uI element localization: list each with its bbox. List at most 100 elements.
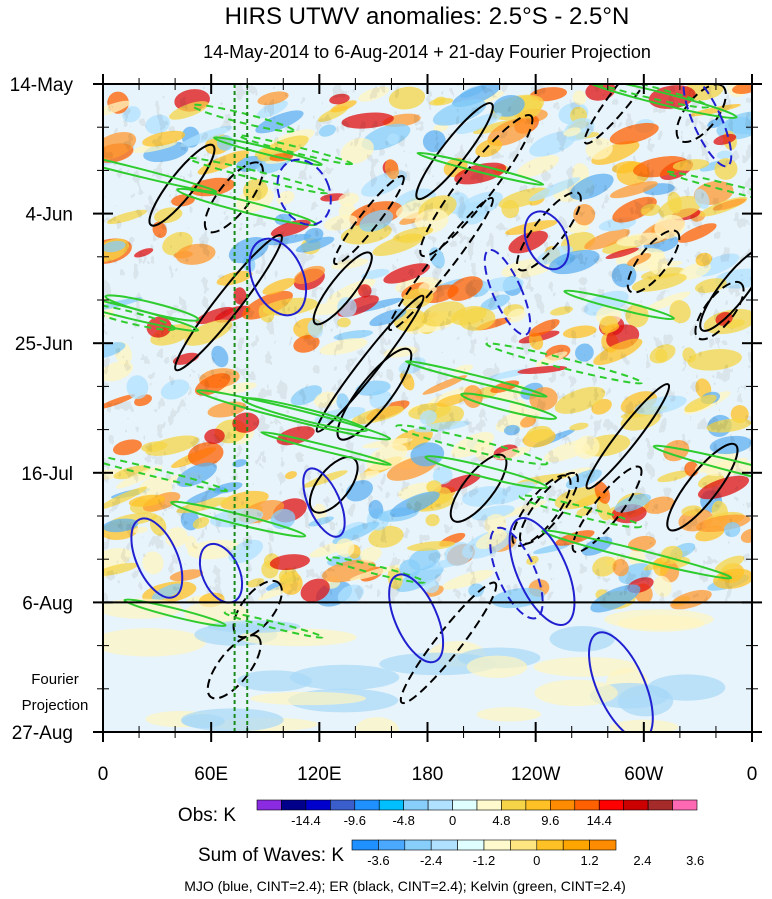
mjo-contour: [508, 516, 576, 627]
colorbar-swatch: [404, 839, 432, 851]
colorbar-swatch: [562, 839, 590, 851]
er-wave-contour: [419, 114, 534, 258]
kelvin-wave-contour: [424, 455, 548, 490]
mjo-contour: [682, 84, 733, 168]
wave-contours: [103, 84, 752, 732]
y-tick-label: 25-Jun: [15, 334, 73, 355]
colorbar-swatch: [483, 839, 511, 851]
colorbar-tick-label: -14.4: [291, 813, 321, 828]
colorbar-swatch: [457, 839, 485, 851]
projection-patch: [617, 685, 674, 717]
anomaly-texture: [103, 84, 752, 604]
mjo-contour: [302, 467, 346, 538]
colorbar-swatch: [351, 839, 379, 851]
colorbar-swatch: [354, 799, 380, 811]
obs-colorbar-label: Obs: K: [178, 805, 236, 826]
y-tick-label: 4-Jun: [25, 205, 73, 226]
kelvin-wave-contour: [541, 529, 733, 580]
er-wave-contour: [626, 229, 681, 294]
y-tick-label: 14-May: [10, 75, 74, 96]
kelvin-wave-contour: [563, 289, 675, 321]
er-wave-contour: [694, 280, 745, 341]
projection-patch: [617, 615, 705, 632]
projection-patch: [207, 620, 301, 633]
y-tick-label: 27-Aug: [12, 723, 73, 744]
er-wave-contour: [387, 196, 494, 331]
kelvin-wave-contour: [196, 389, 392, 441]
colorbar-swatch: [589, 839, 617, 851]
er-wave-contour: [336, 347, 413, 441]
er-wave-contour: [518, 471, 579, 545]
projection-patch: [355, 717, 399, 732]
kelvin-wave-contour: [485, 342, 644, 385]
kelvin-wave-contour: [395, 424, 549, 466]
projection-patch: [250, 691, 367, 706]
chart-title: HIRS UTWV anomalies: 2.5°S - 2.5°N: [225, 3, 630, 30]
kelvin-wave-contour: [241, 397, 369, 433]
projection-patch: [237, 670, 312, 692]
er-wave-contour: [666, 442, 739, 532]
mjo-contour: [248, 237, 308, 317]
x-axis: 0 60E 120E 180 120W 60W 0: [98, 74, 758, 785]
colorbar-swatch: [281, 799, 307, 811]
mjo-contour: [489, 526, 544, 620]
colorbar-swatch: [427, 799, 453, 811]
kelvin-wave-contour: [103, 288, 200, 332]
er-wave-contour: [449, 453, 508, 523]
colorbar-tick-label: 3.6: [686, 853, 704, 868]
projection-patch: [533, 657, 640, 677]
colorbar-swatch: [476, 799, 502, 811]
colorbar-tick-label: 14.4: [587, 813, 612, 828]
colorbar-swatch: [378, 799, 404, 811]
mjo-contour: [276, 158, 332, 226]
mjo-contour: [130, 517, 184, 599]
colorbar-swatch: [623, 799, 649, 811]
y-tick-label: 6-Aug: [22, 593, 73, 614]
x-tick-label: 0: [98, 764, 109, 785]
er-wave-contour: [206, 634, 262, 700]
projection-label-line-1: Fourier: [31, 671, 79, 688]
colorbar-swatch: [536, 839, 564, 851]
colorbar-swatch: [598, 799, 624, 811]
er-wave-contour: [675, 84, 727, 144]
colorbar-tick-label: -3.6: [367, 853, 389, 868]
kelvin-wave-contour: [187, 156, 329, 195]
er-wave-contour: [315, 294, 425, 433]
colorbar-swatch: [452, 799, 478, 811]
mjo-contour: [588, 631, 654, 732]
waves-colorbar-label: Sum of Waves: K: [198, 845, 344, 866]
kelvin-wave-contour: [191, 103, 295, 133]
colorbar-tick-label: 4.8: [492, 813, 510, 828]
projection-patch: [549, 626, 615, 652]
er-wave-contour: [583, 84, 667, 145]
projection-patch: [181, 714, 225, 729]
er-wave-contour: [399, 581, 498, 705]
mjo-contour: [523, 210, 570, 271]
kelvin-wave-contour: [238, 134, 354, 166]
mjo-contour: [483, 248, 532, 336]
x-tick-label: 60W: [624, 764, 663, 785]
kelvin-wave-contour: [580, 84, 738, 119]
colorbar-swatch: [378, 839, 406, 851]
obs-colorbar: -14.4 -9.6 -4.8 0 4.8 9.6 14.4: [256, 799, 698, 828]
colorbar-tick-label: -2.4: [420, 853, 442, 868]
colorbar-swatch: [330, 799, 356, 811]
x-tick-label: 120E: [297, 764, 341, 785]
colorbar-tick-label: 0: [449, 813, 456, 828]
projection-label-line-2: Projection: [22, 697, 89, 714]
kelvin-wave-contour: [518, 494, 642, 529]
projection-patch: [184, 601, 250, 626]
er-wave-contour: [203, 161, 264, 234]
colorbar-swatch: [501, 799, 527, 811]
x-tick-label: 0: [747, 764, 758, 785]
colorbar-swatch: [430, 839, 458, 851]
chart-subtitle: 14-May-2014 to 6-Aug-2014 + 21-day Fouri…: [203, 42, 651, 62]
colorbar-swatch: [525, 799, 551, 811]
kelvin-wave-contour: [325, 556, 426, 584]
kelvin-wave-contour: [460, 392, 558, 420]
colorbar-tick-label: 2.4: [633, 853, 651, 868]
y-axis: 14-May 4-Jun 25-Jun 16-Jul 6-Aug 27-Aug: [10, 75, 762, 744]
er-wave-contour: [516, 191, 582, 272]
projection-patch: [238, 628, 357, 647]
